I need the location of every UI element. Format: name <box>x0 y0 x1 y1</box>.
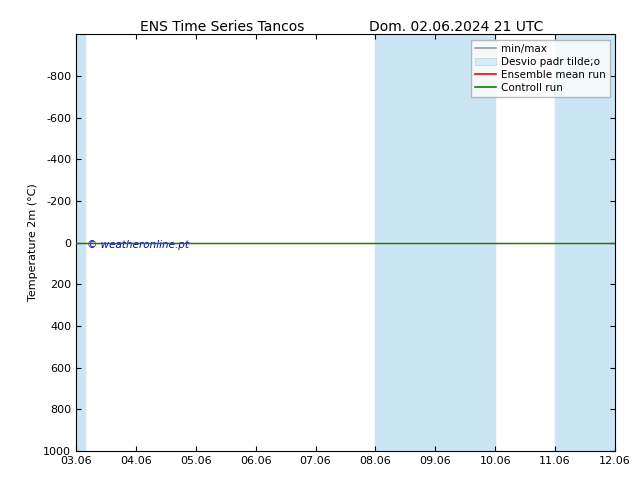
Bar <box>375 34 495 451</box>
Legend: min/max, Desvio padr tilde;o, Ensemble mean run, Controll run: min/max, Desvio padr tilde;o, Ensemble m… <box>470 40 610 97</box>
Bar <box>555 34 624 451</box>
Y-axis label: Temperature 2m (°C): Temperature 2m (°C) <box>28 184 37 301</box>
Bar <box>67 34 85 451</box>
Text: © weatheronline.pt: © weatheronline.pt <box>87 241 189 250</box>
Text: Dom. 02.06.2024 21 UTC: Dom. 02.06.2024 21 UTC <box>369 20 544 34</box>
Text: ENS Time Series Tancos: ENS Time Series Tancos <box>139 20 304 34</box>
